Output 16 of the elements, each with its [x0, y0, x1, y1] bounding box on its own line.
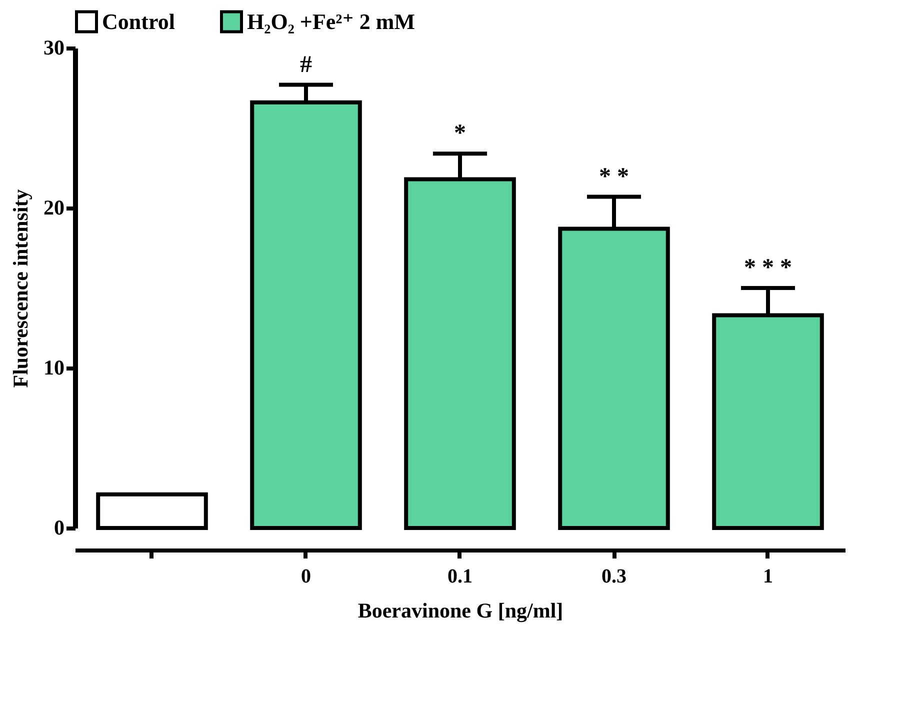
x-axis-title: Boeravinone G [ng/ml]	[358, 598, 564, 622]
y-tick-label: 10	[44, 356, 64, 380]
annotation: * * *	[744, 255, 792, 281]
y-tick-label: 30	[44, 36, 64, 60]
annotation: *	[454, 120, 466, 147]
x-tick-label: 0.1	[448, 566, 472, 588]
x-tick-label: 0	[301, 566, 311, 588]
legend-label: Control	[102, 8, 175, 34]
y-axis-title: Fluorescence intensity	[8, 188, 32, 388]
x-tick-label: 1	[763, 566, 773, 588]
annotation: #	[300, 52, 312, 78]
annotation: * *	[599, 164, 629, 190]
legend-label: H₂O₂ +Fe²⁺ 2 mM	[247, 8, 416, 34]
x-tick-label: 0.3	[602, 566, 626, 588]
y-tick-label: 20	[44, 196, 64, 220]
y-tick-label: 0	[54, 516, 64, 540]
